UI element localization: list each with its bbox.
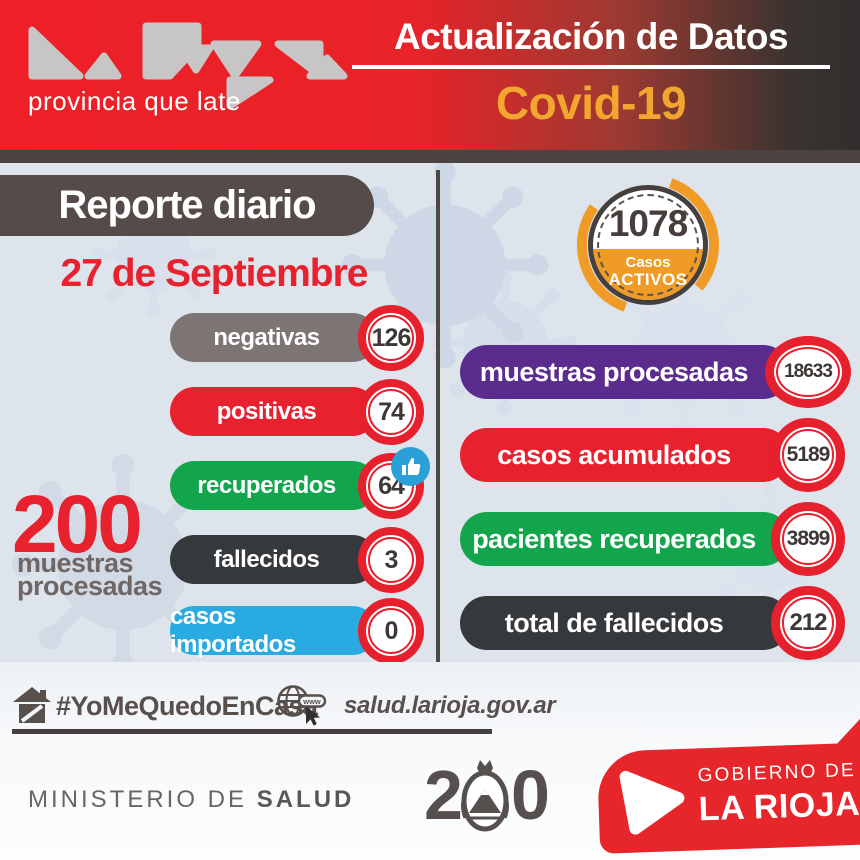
stat-value-badge: 0 [358, 598, 424, 664]
total-value: 212 [789, 609, 827, 636]
total-pill: muestras procesadas [460, 345, 790, 399]
total-row-muestras-procesadas: muestras procesadas 18633 [460, 336, 852, 408]
stat-row-recuperados: recuperados 64 [170, 453, 428, 519]
stat-value-badge: 3 [358, 527, 424, 593]
total-label: casos acumulados [497, 439, 731, 470]
total-pill: casos acumulados [460, 428, 790, 482]
stat-value: 126 [371, 323, 412, 352]
stat-row-negativas: negativas 126 [170, 305, 428, 371]
stat-row-positivas: positivas 74 [170, 379, 428, 445]
government-line-2: LA RIOJA [698, 784, 860, 829]
total-row-pacientes-recuperados: pacientes recuperados 3899 [460, 502, 852, 576]
header-divider-strip [0, 150, 860, 163]
total-value-badge: 18633 [765, 336, 851, 408]
thumbs-up-icon [391, 447, 430, 486]
total-value-badge: 212 [771, 586, 845, 660]
svg-text:www: www [302, 697, 321, 706]
brand-tagline: provincia que late [28, 86, 241, 116]
stat-label: positivas [216, 397, 317, 425]
bicentennial-digit-2: 2 [424, 756, 463, 834]
stat-row-casos-importados: casos importados 0 [170, 598, 428, 664]
ministry-label: MINISTERIO DE SALUD [28, 786, 355, 813]
title-underline [352, 65, 830, 69]
globe-www-icon: www [277, 685, 327, 726]
la-rioja-logo [28, 22, 348, 110]
total-value: 5189 [786, 443, 831, 466]
daily-samples-label: muestras procesadas [17, 548, 163, 601]
active-circle-dashed-ring [597, 194, 699, 296]
government-badge: GOBIERNO DE LA RIOJA [596, 719, 860, 854]
home-icon [13, 687, 51, 723]
bicentennial-logo: 2 0 [424, 756, 550, 834]
government-line-1: GOBIERNO DE [697, 759, 857, 787]
cursor-icon [306, 706, 320, 726]
total-pill: total de fallecidos [460, 596, 790, 650]
total-label: muestras procesadas [479, 356, 749, 387]
total-pill: pacientes recuperados [460, 512, 790, 566]
stat-row-fallecidos: fallecidos 3 [170, 527, 428, 593]
stat-pill: fallecidos [170, 535, 377, 584]
active-cases-label-2: ACTIVOS [608, 270, 688, 289]
bicentennial-digit-0: 0 [510, 756, 550, 834]
stat-label: fallecidos [213, 545, 320, 573]
header-banner: provincia que late Actualización de Dato… [0, 0, 860, 150]
stat-label: recuperados [197, 471, 336, 499]
stat-pill: negativas [170, 313, 377, 362]
daily-samples-value: 200 [12, 479, 143, 570]
report-title-bar: Reporte diario [0, 175, 374, 236]
active-cases-circle: 1078 Casos ACTIVOS [588, 185, 708, 305]
total-value-badge: 5189 [771, 418, 845, 492]
stat-pill: recuperados [170, 461, 377, 510]
total-value-badge: 3899 [771, 502, 845, 576]
government-triangle-icon [619, 770, 685, 835]
footer-rule [12, 729, 492, 734]
stat-value-badge: 74 [358, 379, 424, 445]
government-badge-text: GOBIERNO DE LA RIOJA [697, 760, 860, 830]
government-badge-body: GOBIERNO DE LA RIOJA [596, 742, 860, 854]
stat-label: negativas [213, 323, 320, 351]
active-cases-label-1: Casos [625, 254, 671, 271]
report-title: Reporte diario [58, 183, 316, 227]
column-divider [436, 170, 440, 662]
active-cases-value: 1078 [608, 203, 688, 244]
stat-pill: positivas [170, 387, 377, 436]
total-label: pacientes recuperados [472, 523, 756, 554]
total-row-total-fallecidos: total de fallecidos 212 [460, 586, 852, 660]
stat-value-badge: 126 [358, 305, 424, 371]
active-cases-badge: 1078 Casos ACTIVOS [575, 173, 721, 319]
total-value: 3899 [786, 527, 831, 550]
header-title-block: Actualización de Datos Covid-19 [352, 16, 830, 130]
report-date: 27 de Septiembre [60, 252, 369, 295]
stat-label: casos importados [170, 602, 296, 658]
total-value: 18633 [784, 361, 833, 382]
stat-pill: casos importados [170, 603, 377, 658]
hashtag-text: #YoMeQuedoEnCasa [56, 691, 318, 721]
page-subtitle: Covid-19 [495, 77, 687, 129]
total-label: total de fallecidos [504, 607, 724, 638]
bicentennial-emblem-icon [460, 760, 509, 832]
website-url: salud.larioja.gov.ar [344, 692, 556, 719]
page-title: Actualización de Datos [393, 16, 789, 57]
total-row-casos-acumulados: casos acumulados 5189 [460, 418, 852, 492]
stat-value: 74 [378, 397, 405, 426]
stat-value: 0 [384, 616, 399, 645]
stat-value: 3 [384, 545, 399, 574]
